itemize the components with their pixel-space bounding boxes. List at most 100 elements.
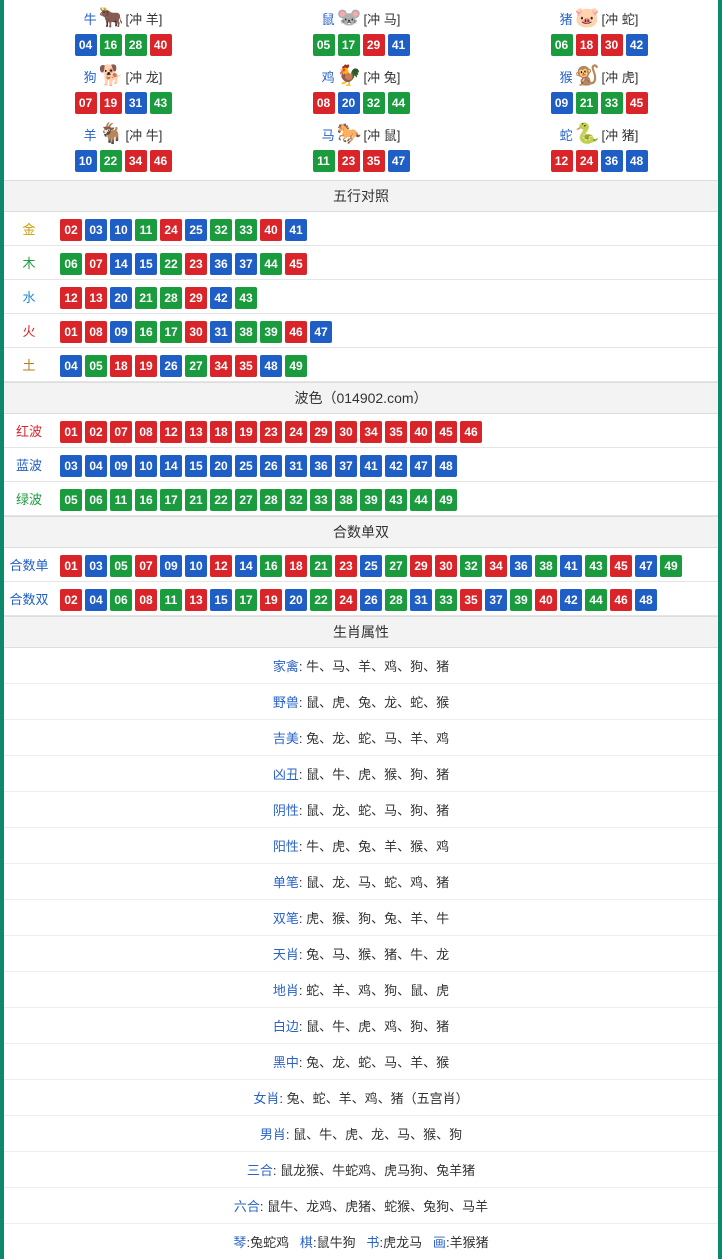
number-ball: 23 [335, 555, 357, 577]
attribute-key: 地肖 [273, 983, 299, 998]
number-ball: 46 [610, 589, 632, 611]
ball-row: 0103050709101214161821232527293032343638… [60, 555, 712, 577]
number-ball: 30 [185, 321, 207, 343]
number-ball: 24 [160, 219, 182, 241]
row-balls: 05061116172122272832333839434449 [54, 483, 718, 515]
table-row: 绿波05061116172122272832333839434449 [4, 482, 718, 516]
number-ball: 43 [585, 555, 607, 577]
number-ball: 41 [360, 455, 382, 477]
attribute-value: 鼠、牛、虎、鸡、狗、猪 [306, 1019, 449, 1034]
number-ball: 22 [160, 253, 182, 275]
number-ball: 31 [410, 589, 432, 611]
number-ball: 34 [360, 421, 382, 443]
number-ball: 27 [235, 489, 257, 511]
attribute-row: 吉美: 兔、龙、蛇、马、羊、鸡 [4, 720, 718, 756]
number-ball: 13 [185, 421, 207, 443]
attribute-separator: : [279, 1091, 286, 1106]
number-ball: 47 [388, 150, 410, 172]
number-ball: 15 [185, 455, 207, 477]
number-ball: 24 [285, 421, 307, 443]
number-ball: 18 [576, 34, 598, 56]
number-ball: 03 [85, 219, 107, 241]
attribute-value: 牛、马、羊、鸡、狗、猪 [306, 659, 449, 674]
number-ball: 45 [285, 253, 307, 275]
attribute-row: 男肖: 鼠、牛、虎、龙、马、猴、狗 [4, 1116, 718, 1152]
number-ball: 26 [360, 589, 382, 611]
zodiac-icon: 🐍 [575, 124, 600, 144]
zodiac-icon: 🐂 [99, 8, 124, 28]
attribute-row: 家禽: 牛、马、羊、鸡、狗、猪 [4, 648, 718, 684]
number-ball: 40 [150, 34, 172, 56]
zodiac-clash: [冲 虎] [602, 67, 639, 86]
number-ball: 21 [185, 489, 207, 511]
number-ball: 38 [335, 489, 357, 511]
row-label: 合数单 [4, 555, 54, 574]
section-head-five-elements: 五行对照 [4, 180, 718, 212]
zodiac-clash: [冲 马] [364, 9, 401, 28]
number-ball: 12 [60, 287, 82, 309]
zodiac-clash: [冲 蛇] [602, 9, 639, 28]
section-head-digit-sum: 合数单双 [4, 516, 718, 548]
number-ball: 12 [210, 555, 232, 577]
number-ball: 34 [210, 355, 232, 377]
number-ball: 18 [285, 555, 307, 577]
number-ball: 16 [100, 34, 122, 56]
number-ball: 26 [260, 455, 282, 477]
number-ball: 23 [338, 150, 360, 172]
number-ball: 41 [285, 219, 307, 241]
zodiac-name: 马 [322, 125, 335, 144]
attribute-value: 兔、龙、蛇、马、羊、鸡 [306, 731, 449, 746]
attribute-value: 兔、龙、蛇、马、羊、猴 [306, 1055, 449, 1070]
number-ball: 43 [385, 489, 407, 511]
zodiac-cell: 牛🐂[冲 羊]04162840 [4, 4, 242, 56]
number-ball: 08 [85, 321, 107, 343]
attribute-value: 蛇、羊、鸡、狗、鼠、虎 [306, 983, 449, 998]
attribute-key: 三合 [247, 1163, 273, 1178]
attribute-row: 野兽: 鼠、虎、兔、龙、蛇、猴 [4, 684, 718, 720]
attribute-row: 双笔: 虎、猴、狗、兔、羊、牛 [4, 900, 718, 936]
number-ball: 08 [135, 589, 157, 611]
zodiac-icon: 🐎 [337, 124, 362, 144]
number-ball: 35 [363, 150, 385, 172]
number-ball: 28 [260, 489, 282, 511]
attribute-value: 鼠、牛、虎、猴、狗、猪 [306, 767, 449, 782]
ball-row: 11233547 [242, 150, 480, 172]
attribute-row: 阳性: 牛、虎、兔、羊、猴、鸡 [4, 828, 718, 864]
zodiac-icon: 🐷 [575, 8, 600, 28]
number-ball: 38 [535, 555, 557, 577]
number-ball: 35 [235, 355, 257, 377]
zodiac-header: 鸡🐓[冲 兔] [242, 62, 480, 90]
zodiac-clash: [冲 兔] [364, 67, 401, 86]
zodiac-cell: 鸡🐓[冲 兔]08203244 [242, 62, 480, 114]
number-ball: 48 [635, 589, 657, 611]
attribute-value: 虎龙马 [383, 1235, 422, 1250]
ball-row: 03040910141520252631363741424748 [60, 455, 712, 477]
attribute-value: 鼠、牛、虎、龙、马、猴、狗 [293, 1127, 462, 1142]
attribute-key: 六合 [234, 1199, 260, 1214]
number-ball: 26 [160, 355, 182, 377]
zodiac-header: 猪🐷[冲 蛇] [480, 4, 718, 32]
zodiac-clash: [冲 鼠] [364, 125, 401, 144]
number-ball: 37 [235, 253, 257, 275]
ball-row: 09213345 [480, 92, 718, 114]
attribute-row: 六合: 鼠牛、龙鸡、虎猪、蛇猴、兔狗、马羊 [4, 1188, 718, 1224]
number-ball: 29 [410, 555, 432, 577]
ball-row: 12243648 [480, 150, 718, 172]
number-ball: 40 [260, 219, 282, 241]
zodiac-icon: 🐒 [575, 66, 600, 86]
number-ball: 21 [135, 287, 157, 309]
number-ball: 16 [260, 555, 282, 577]
zodiac-header: 牛🐂[冲 羊] [4, 4, 242, 32]
number-ball: 40 [410, 421, 432, 443]
row-label: 合数双 [4, 589, 54, 608]
row-balls: 06071415222336374445 [54, 247, 718, 279]
number-ball: 02 [85, 421, 107, 443]
table-row: 金02031011242532334041 [4, 212, 718, 246]
number-ball: 09 [551, 92, 573, 114]
row-balls: 1213202128294243 [54, 281, 718, 313]
ball-row: 06071415222336374445 [60, 253, 712, 275]
row-balls: 04051819262734354849 [54, 349, 718, 381]
attribute-key: 阳性 [273, 839, 299, 854]
number-ball: 11 [313, 150, 335, 172]
zodiac-grid: 牛🐂[冲 羊]04162840鼠🐭[冲 马]05172941猪🐷[冲 蛇]061… [4, 0, 718, 180]
